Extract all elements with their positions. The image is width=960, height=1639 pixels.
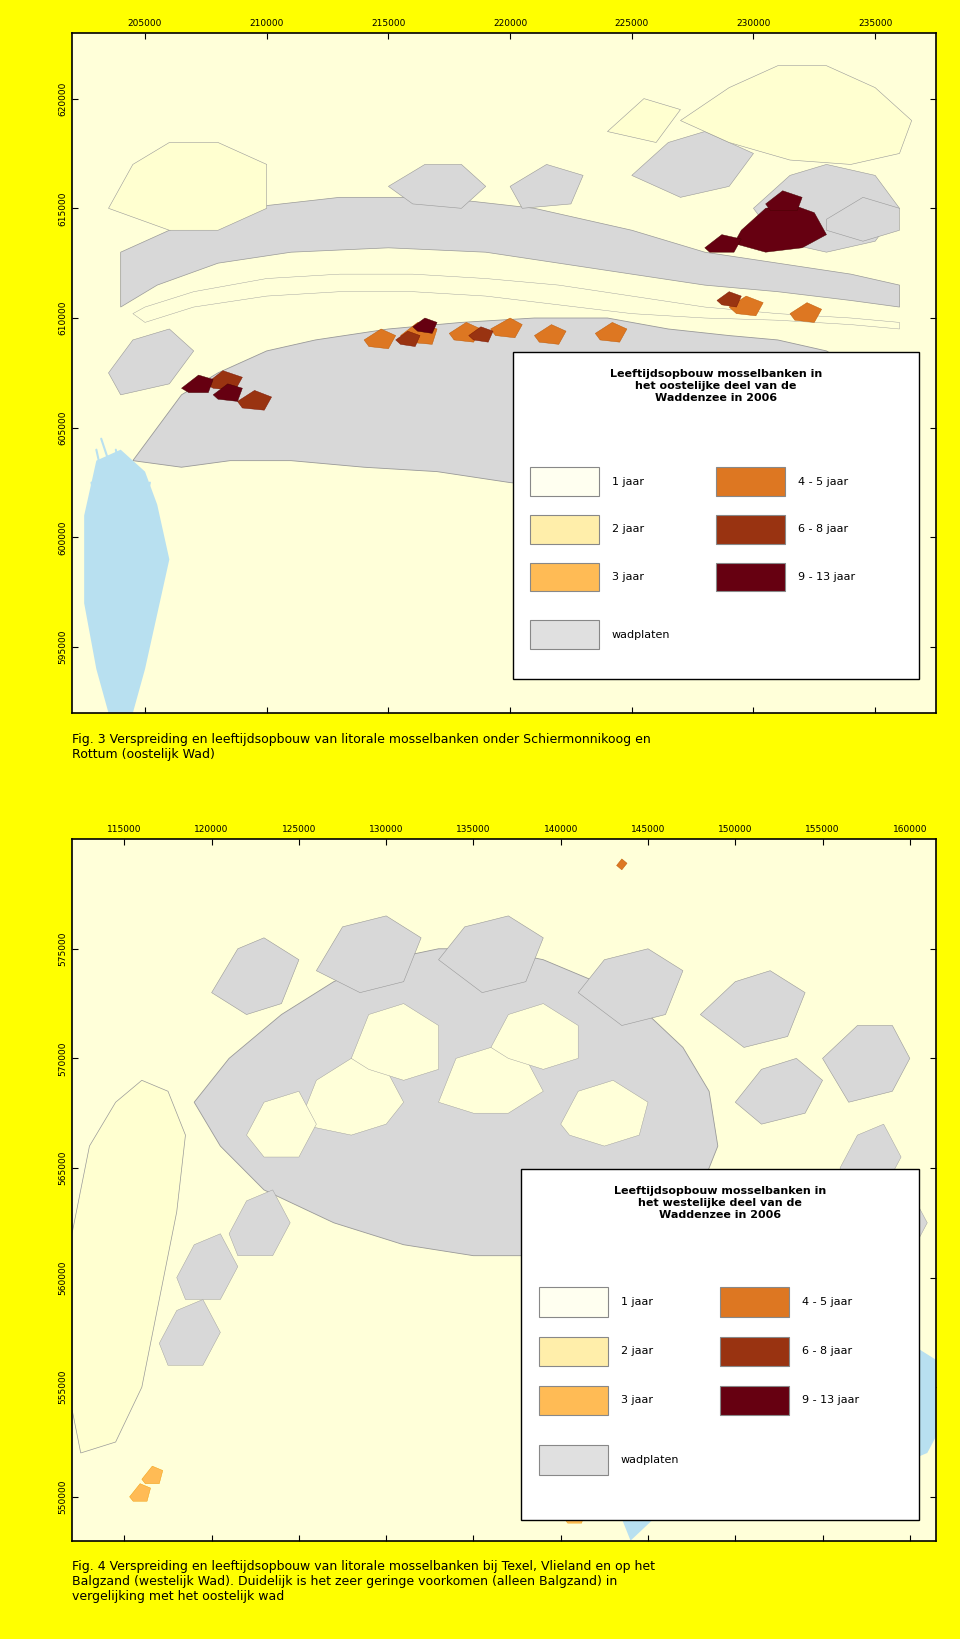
Polygon shape [510,164,583,208]
Polygon shape [299,1059,403,1136]
Polygon shape [237,390,272,410]
Polygon shape [205,370,242,390]
Polygon shape [790,303,822,323]
Polygon shape [211,938,299,1015]
Text: 9 - 13 jaar: 9 - 13 jaar [802,1395,859,1405]
FancyBboxPatch shape [530,515,599,544]
Polygon shape [564,1506,586,1523]
Polygon shape [413,318,437,333]
Polygon shape [181,375,213,393]
Polygon shape [705,234,741,252]
FancyBboxPatch shape [539,1287,608,1316]
Polygon shape [108,143,267,229]
Polygon shape [229,1190,290,1255]
FancyBboxPatch shape [530,621,599,649]
Polygon shape [107,1113,168,1178]
Polygon shape [632,131,754,197]
Text: wadplaten: wadplaten [620,1455,679,1465]
Polygon shape [449,323,481,343]
Polygon shape [827,197,900,241]
FancyBboxPatch shape [715,467,784,497]
Polygon shape [766,190,803,210]
Polygon shape [130,1483,151,1501]
Text: 2 jaar: 2 jaar [620,1346,653,1355]
Polygon shape [132,274,900,329]
Polygon shape [132,318,900,498]
Polygon shape [595,323,627,343]
FancyBboxPatch shape [715,515,784,544]
Text: 4 - 5 jaar: 4 - 5 jaar [798,477,848,487]
FancyBboxPatch shape [521,1169,919,1519]
Text: 4 - 5 jaar: 4 - 5 jaar [802,1296,852,1308]
Polygon shape [735,1059,823,1124]
Polygon shape [491,318,522,338]
Polygon shape [159,1300,221,1365]
Text: Fig. 4 Verspreiding en leeftijdsopbouw van litorale mosselbanken bij Texel, Vlie: Fig. 4 Verspreiding en leeftijdsopbouw v… [72,1560,655,1603]
Polygon shape [98,1201,159,1267]
Text: 1 jaar: 1 jaar [612,477,644,487]
Polygon shape [439,916,543,993]
Polygon shape [491,1003,578,1069]
Polygon shape [121,197,900,306]
Text: Leeftijdsopbouw mosselbanken in
het oostelijke deel van de
Waddenzee in 2006: Leeftijdsopbouw mosselbanken in het oost… [610,369,822,403]
Polygon shape [561,1080,648,1146]
Polygon shape [389,164,486,208]
Polygon shape [213,384,242,402]
FancyBboxPatch shape [530,467,599,497]
Polygon shape [730,297,763,316]
Polygon shape [108,461,150,582]
Text: 1 jaar: 1 jaar [620,1296,653,1308]
Polygon shape [535,325,566,344]
Polygon shape [823,1026,910,1101]
Polygon shape [396,331,420,346]
Polygon shape [681,66,912,164]
Polygon shape [351,1003,439,1080]
Polygon shape [177,1234,238,1300]
Polygon shape [364,329,396,349]
Polygon shape [317,916,421,993]
Polygon shape [194,949,718,1255]
Polygon shape [805,1169,866,1234]
Polygon shape [142,1467,163,1483]
FancyBboxPatch shape [715,562,784,592]
Text: 2 jaar: 2 jaar [612,524,644,534]
FancyBboxPatch shape [539,1446,608,1475]
FancyBboxPatch shape [539,1385,608,1414]
Polygon shape [717,292,741,306]
Polygon shape [840,1124,901,1190]
FancyBboxPatch shape [539,1336,608,1365]
Polygon shape [616,859,627,870]
Polygon shape [72,1080,185,1454]
Text: 9 - 13 jaar: 9 - 13 jaar [798,572,855,582]
Polygon shape [108,329,194,395]
Polygon shape [613,1344,945,1541]
FancyBboxPatch shape [513,352,919,679]
FancyBboxPatch shape [720,1336,789,1365]
Polygon shape [552,1495,573,1513]
Polygon shape [400,323,437,344]
Polygon shape [734,203,827,252]
Text: Fig. 3 Verspreiding en leeftijdsopbouw van litorale mosselbanken onder Schiermon: Fig. 3 Verspreiding en leeftijdsopbouw v… [72,733,651,760]
Polygon shape [701,970,805,1047]
Polygon shape [754,164,900,252]
Text: 3 jaar: 3 jaar [612,572,644,582]
FancyBboxPatch shape [720,1385,789,1414]
Polygon shape [468,326,493,343]
Text: 6 - 8 jaar: 6 - 8 jaar [798,524,848,534]
Polygon shape [247,1092,317,1157]
Polygon shape [866,1190,927,1255]
Text: Leeftijdsopbouw mosselbanken in
het westelijke deel van de
Waddenzee in 2006: Leeftijdsopbouw mosselbanken in het west… [613,1187,827,1219]
Polygon shape [84,449,169,713]
Polygon shape [439,1047,543,1113]
Text: 6 - 8 jaar: 6 - 8 jaar [802,1346,852,1355]
Polygon shape [578,949,683,1026]
Polygon shape [608,98,681,143]
Text: wadplaten: wadplaten [612,629,670,639]
Text: 3 jaar: 3 jaar [620,1395,653,1405]
FancyBboxPatch shape [530,562,599,592]
FancyBboxPatch shape [720,1287,789,1316]
